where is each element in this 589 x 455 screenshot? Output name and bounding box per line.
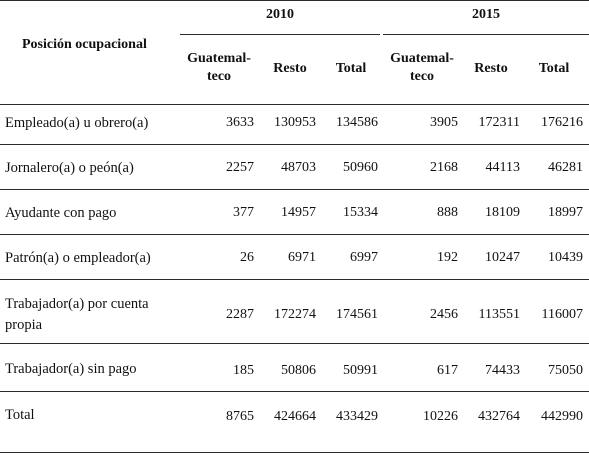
cell-total-2010: 174561 (336, 307, 378, 322)
cell-total-2015: 10439 (548, 250, 583, 265)
cell-guatemalteco-2015: 10226 (423, 409, 458, 424)
row-label-line2: propia (5, 317, 43, 333)
row-label: Trabajador(a) sin pago (5, 361, 137, 377)
cell-total-2015: 176216 (541, 115, 583, 130)
cell-resto-2010: 48703 (281, 160, 316, 175)
cell-guatemalteco-2015: 2168 (430, 160, 458, 175)
cell-resto-2010: 424664 (274, 409, 316, 424)
cell-total-2015: 46281 (548, 160, 583, 175)
cell-resto-2015: 74433 (485, 363, 520, 378)
row-divider-1 (0, 144, 589, 145)
cell-resto-2010: 130953 (274, 115, 316, 130)
row-label: Jornalero(a) o peón(a) (5, 160, 134, 176)
cell-guatemalteco-2010: 377 (233, 205, 254, 220)
cell-guatemalteco-2010: 185 (233, 363, 254, 378)
cell-total-2010: 433429 (336, 409, 378, 424)
row-label: Patrón(a) o empleador(a) (5, 250, 151, 266)
cell-guatemalteco-2010: 3633 (226, 115, 254, 130)
subheader-guatemalteco-line1: Guatemal- (390, 51, 454, 66)
cell-guatemalteco-2010: 2287 (226, 307, 254, 322)
cell-resto-2015: 432764 (478, 409, 520, 424)
year-header-2015: 2015 (472, 7, 500, 22)
row-divider-5 (0, 343, 589, 344)
cell-guatemalteco-2010: 8765 (226, 409, 254, 424)
subheader-guatemalteco-2015: Guatemal- teco (383, 50, 461, 86)
row-label-header: Posición ocupacional (22, 37, 147, 52)
header-bottom-rule (0, 104, 589, 105)
year-underline-2015 (383, 34, 589, 35)
cell-total-2015: 116007 (541, 307, 583, 322)
cell-guatemalteco-2015: 3905 (430, 115, 458, 130)
cell-resto-2010: 6971 (288, 250, 316, 265)
cell-guatemalteco-2015: 617 (437, 363, 458, 378)
row-divider-6 (0, 391, 589, 392)
cell-total-2015: 442990 (541, 409, 583, 424)
row-label-line1: Trabajador(a) por cuenta (5, 296, 149, 312)
cell-guatemalteco-2015: 192 (437, 250, 458, 265)
cell-resto-2010: 172274 (274, 307, 316, 322)
year-underline-2010 (180, 34, 380, 35)
cell-guatemalteco-2015: 888 (437, 205, 458, 220)
cell-total-2010: 50960 (343, 160, 378, 175)
cell-total-2010: 15334 (343, 205, 378, 220)
subheader-guatemalteco-line2: teco (206, 69, 232, 84)
row-label: Trabajador(a) por cuenta propia (5, 295, 149, 334)
row-divider-2 (0, 189, 589, 190)
cell-resto-2015: 172311 (478, 115, 520, 130)
cell-total-2015: 18997 (548, 205, 583, 220)
cell-resto-2010: 14957 (281, 205, 316, 220)
row-label-total: Total (5, 407, 35, 423)
cell-resto-2015: 10247 (485, 250, 520, 265)
subheader-total-2010: Total (335, 61, 367, 76)
cell-total-2010: 134586 (336, 115, 378, 130)
subheader-total-2015: Total (538, 61, 570, 76)
subheader-resto-2010: Resto (273, 61, 307, 76)
table-bottom-rule (0, 452, 589, 453)
cell-total-2010: 50991 (343, 363, 378, 378)
subheader-guatemalteco-line2: teco (409, 69, 435, 84)
subheader-guatemalteco-2010: Guatemal- teco (180, 50, 258, 86)
cell-total-2015: 75050 (548, 363, 583, 378)
cell-resto-2015: 18109 (485, 205, 520, 220)
subheader-resto-2015: Resto (474, 61, 508, 76)
cell-resto-2015: 113551 (478, 307, 520, 322)
row-divider-4 (0, 279, 589, 280)
row-divider-3 (0, 234, 589, 235)
table-top-rule (0, 0, 589, 1)
row-label: Empleado(a) u obrero(a) (5, 115, 149, 131)
cell-guatemalteco-2015: 2456 (430, 307, 458, 322)
cell-resto-2015: 44113 (485, 160, 520, 175)
row-label: Ayudante con pago (5, 205, 117, 221)
subheader-guatemalteco-line1: Guatemal- (187, 51, 251, 66)
year-header-2010: 2010 (266, 7, 294, 22)
cell-guatemalteco-2010: 2257 (226, 160, 254, 175)
cell-resto-2010: 50806 (281, 363, 316, 378)
cell-total-2010: 6997 (350, 250, 378, 265)
cell-guatemalteco-2010: 26 (240, 250, 254, 265)
